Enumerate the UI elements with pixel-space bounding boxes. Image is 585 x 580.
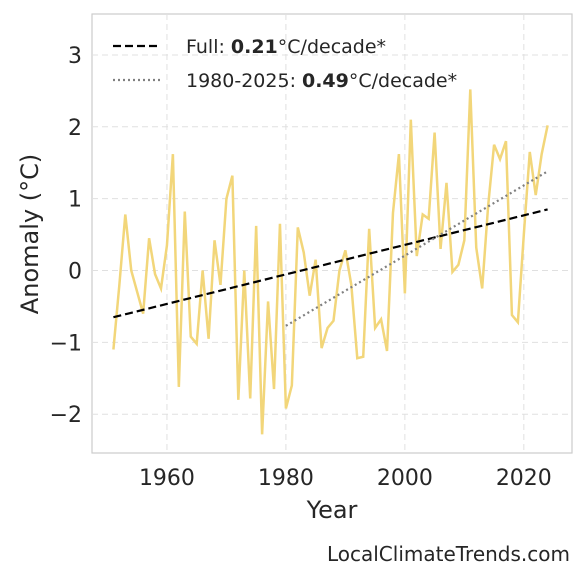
y-tick-label: 3: [68, 44, 82, 69]
legend-rate: 0.49: [302, 70, 349, 92]
plot-frame: [91, 13, 573, 454]
series-line: [113, 208, 548, 319]
legend-name: Full:: [186, 36, 225, 58]
y-tick-label: −1: [50, 331, 82, 356]
y-tick-label: 2: [68, 116, 82, 141]
legend-name: 1980-2025:: [186, 70, 296, 92]
x-tick-label: 2000: [377, 466, 433, 491]
series-line: [112, 89, 549, 435]
x-tick-label: 1980: [258, 466, 314, 491]
legend-unit: °C/decade*: [349, 70, 457, 92]
y-tick-label: −2: [50, 403, 82, 428]
legend-label: 1980-2025: 0.49°C/decade*: [186, 70, 457, 92]
y-tick-label: 0: [68, 260, 82, 285]
y-tick-label: 1: [68, 188, 82, 213]
x-tick-label: 1960: [139, 466, 195, 491]
series-line: [285, 170, 549, 327]
source: LocalClimateTrends.com: [327, 542, 570, 566]
x-axis-label: Year: [306, 496, 358, 524]
legend-rate: 0.21: [231, 36, 278, 58]
legend-unit: °C/decade*: [278, 36, 386, 58]
legend-label: Full: 0.21°C/decade*: [186, 36, 386, 58]
x-tick-label: 2020: [496, 466, 552, 491]
y-axis-label: Anomaly (°C): [16, 154, 44, 314]
